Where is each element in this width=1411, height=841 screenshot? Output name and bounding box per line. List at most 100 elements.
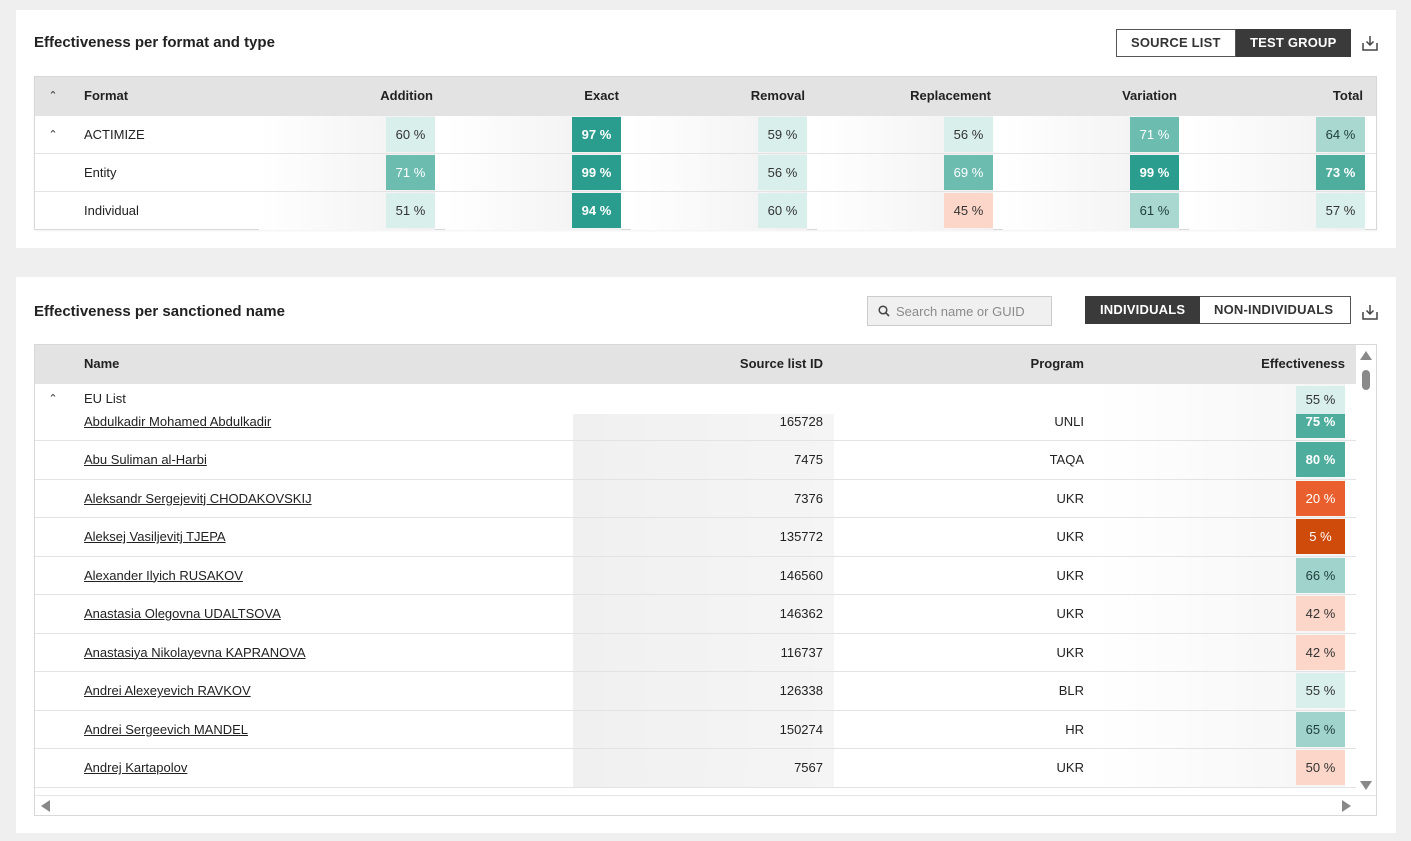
- horizontal-scrollbar[interactable]: [35, 795, 1376, 815]
- name-row[interactable]: Andrei Sergeevich MANDEL 150274 HR 65 %: [35, 710, 1357, 749]
- program: BLR: [1058, 683, 1084, 698]
- sanctioned-name-link[interactable]: Anastasia Olegovna UDALTSOVA: [84, 606, 281, 621]
- program: UKR: [1056, 490, 1084, 506]
- sanctioned-name-link[interactable]: Abdulkadir Mohamed Abdulkadir: [84, 414, 272, 429]
- effectiveness-value: 61 %: [1130, 193, 1179, 228]
- format-label: Entity: [84, 165, 117, 180]
- source-list-id: 146560: [779, 567, 823, 583]
- effectiveness-value: 57 %: [1316, 193, 1365, 228]
- name-row[interactable]: Abu Suliman al-Harbi 7475 TAQA 80 %: [35, 441, 1357, 480]
- scroll-down-arrow-icon[interactable]: [1360, 781, 1372, 790]
- sanctioned-name-link[interactable]: Aleksej Vasiljevitj TJEPA: [84, 529, 226, 544]
- format-panel-title: Effectiveness per format and type: [34, 34, 275, 51]
- test-group-button[interactable]: TEST GROUP: [1236, 29, 1351, 57]
- scroll-up-arrow-icon[interactable]: [1360, 351, 1372, 360]
- col-source-list-id[interactable]: Source list ID: [739, 356, 823, 371]
- sanctioned-name-link[interactable]: Andrei Sergeevich MANDEL: [84, 721, 249, 737]
- format-row[interactable]: Entity 71 % 99 % 56 % 69 % 99 % 73 %: [35, 153, 1376, 192]
- effectiveness-value: 55 %: [1296, 673, 1345, 708]
- download-icon[interactable]: [1361, 303, 1379, 321]
- name-row[interactable]: Alexander Ilyich RUSAKOV 146560 UKR 66 %: [35, 556, 1357, 595]
- cell-addition: 51 %: [259, 192, 435, 230]
- effectiveness-value: 69 %: [944, 155, 993, 190]
- program: UKR: [1056, 606, 1084, 621]
- effectiveness-value: 99 %: [1130, 155, 1179, 190]
- program: UKR: [1056, 529, 1084, 544]
- col-removal[interactable]: Removal: [750, 88, 805, 103]
- effectiveness-value: 60 %: [386, 117, 435, 152]
- sanctioned-name-link[interactable]: Aleksandr Sergejevitj CHODAKOVSKIJ: [84, 490, 312, 506]
- effectiveness-value: 42 %: [1296, 596, 1345, 631]
- col-program[interactable]: Program: [1030, 356, 1084, 371]
- sanctioned-name-link[interactable]: Andrej Kartapolov: [84, 760, 188, 775]
- source-list-id: 116737: [780, 644, 823, 660]
- collapse-all-caret-icon[interactable]: ⌃: [48, 90, 58, 102]
- name-row[interactable]: Andrei Alexeyevich RAVKOV 126338 BLR 55 %: [35, 672, 1357, 711]
- format-label: ACTIMIZE: [84, 127, 145, 142]
- source-list-id: 150274: [779, 721, 823, 737]
- effectiveness-value: 75 %: [1296, 414, 1345, 438]
- effectiveness-value: 60 %: [758, 193, 807, 228]
- col-effectiveness[interactable]: Effectiveness: [1261, 356, 1345, 371]
- scroll-thumb[interactable]: [1362, 370, 1370, 390]
- col-exact[interactable]: Exact: [584, 88, 619, 103]
- col-variation[interactable]: Variation: [1122, 88, 1177, 103]
- effectiveness-value: 59 %: [758, 117, 807, 152]
- name-row[interactable]: Abdulkadir Mohamed Abdulkadir 165728 UNLI 7…: [35, 414, 1357, 441]
- cell-total: 64 %: [1189, 116, 1365, 154]
- scroll-left-arrow-icon[interactable]: [41, 800, 50, 812]
- non-individuals-button[interactable]: NON-INDIVIDUALS: [1200, 296, 1351, 324]
- sanctioned-name-link[interactable]: Andrei Alexeyevich RAVKOV: [84, 683, 251, 698]
- effectiveness-value: 71 %: [1130, 117, 1179, 152]
- source-list-id: 146362: [779, 606, 823, 621]
- sanctioned-name-panel: Effectiveness per sanctioned name INDIVI…: [16, 277, 1396, 833]
- effectiveness-value: 42 %: [1296, 634, 1345, 670]
- individuals-button[interactable]: INDIVIDUALS: [1085, 296, 1200, 324]
- effectiveness-value: 94 %: [572, 193, 621, 228]
- name-row[interactable]: Andrej Kartapolov 7567 UKR 50 %: [35, 749, 1357, 788]
- format-row[interactable]: ⌃ ACTIMIZE 60 % 97 % 59 % 56 % 71 % 64 %: [35, 115, 1376, 154]
- col-format[interactable]: Format: [84, 88, 129, 103]
- scroll-right-arrow-icon[interactable]: [1342, 800, 1351, 812]
- source-list-button[interactable]: SOURCE LIST: [1116, 29, 1236, 57]
- sanctioned-name-link[interactable]: Abu Suliman al-Harbi: [84, 452, 207, 467]
- cell-variation: 61 %: [1003, 192, 1179, 230]
- cell-replacement: 69 %: [817, 154, 993, 192]
- source-list-id: 7567: [794, 760, 823, 775]
- col-total[interactable]: Total: [1332, 88, 1363, 103]
- name-row[interactable]: Anastasiya Nikolayevna KAPRANOVA 116737 UK…: [35, 633, 1357, 672]
- sanctioned-name-link[interactable]: Anastasiya Nikolayevna KAPRANOVA: [84, 644, 306, 660]
- effectiveness-value: 99 %: [572, 155, 621, 190]
- group-effectiveness: 55 %: [1296, 386, 1345, 414]
- program: HR: [1065, 721, 1084, 737]
- format-source-toggle: SOURCE LIST TEST GROUP: [1116, 29, 1351, 57]
- col-replacement[interactable]: Replacement: [910, 88, 991, 103]
- name-panel-title: Effectiveness per sanctioned name: [34, 303, 285, 320]
- sanctioned-name-link[interactable]: Alexander Ilyich RUSAKOV: [84, 567, 243, 583]
- collapse-caret-icon[interactable]: ⌃: [48, 393, 58, 405]
- search-box[interactable]: [867, 296, 1052, 326]
- effectiveness-value: 51 %: [386, 193, 435, 228]
- col-addition[interactable]: Addition: [380, 88, 433, 103]
- format-label: Individual: [84, 203, 139, 218]
- vertical-scrollbar[interactable]: [1356, 345, 1376, 795]
- name-row[interactable]: Aleksandr Sergejevitj CHODAKOVSKIJ 7376 UK…: [35, 479, 1357, 518]
- program: TAQA: [1049, 452, 1084, 467]
- download-icon[interactable]: [1361, 34, 1379, 52]
- format-row[interactable]: Individual 51 % 94 % 60 % 45 % 61 % 57 %: [35, 191, 1376, 230]
- source-list-id: 135772: [779, 529, 823, 544]
- search-icon: [878, 305, 890, 317]
- collapse-caret-icon[interactable]: ⌃: [48, 129, 58, 141]
- effectiveness-value: 65 %: [1296, 711, 1345, 747]
- group-row-eu-list[interactable]: ⌃ EU List 55 %: [35, 384, 1357, 414]
- entity-type-toggle: INDIVIDUALS NON-INDIVIDUALS: [1085, 296, 1351, 324]
- cell-replacement: 56 %: [817, 116, 993, 154]
- effectiveness-value: 80 %: [1296, 442, 1345, 477]
- cell-exact: 99 %: [445, 154, 621, 192]
- effectiveness-value: 56 %: [758, 155, 807, 190]
- col-name[interactable]: Name: [84, 356, 120, 371]
- search-input[interactable]: [896, 303, 1046, 319]
- name-row[interactable]: Anastasia Olegovna UDALTSOVA 146362 UKR 42 …: [35, 595, 1357, 634]
- name-row[interactable]: Aleksej Vasiljevitj TJEPA 135772 UKR 5 %: [35, 518, 1357, 557]
- format-type-panel: Effectiveness per format and type SOURCE…: [16, 10, 1396, 248]
